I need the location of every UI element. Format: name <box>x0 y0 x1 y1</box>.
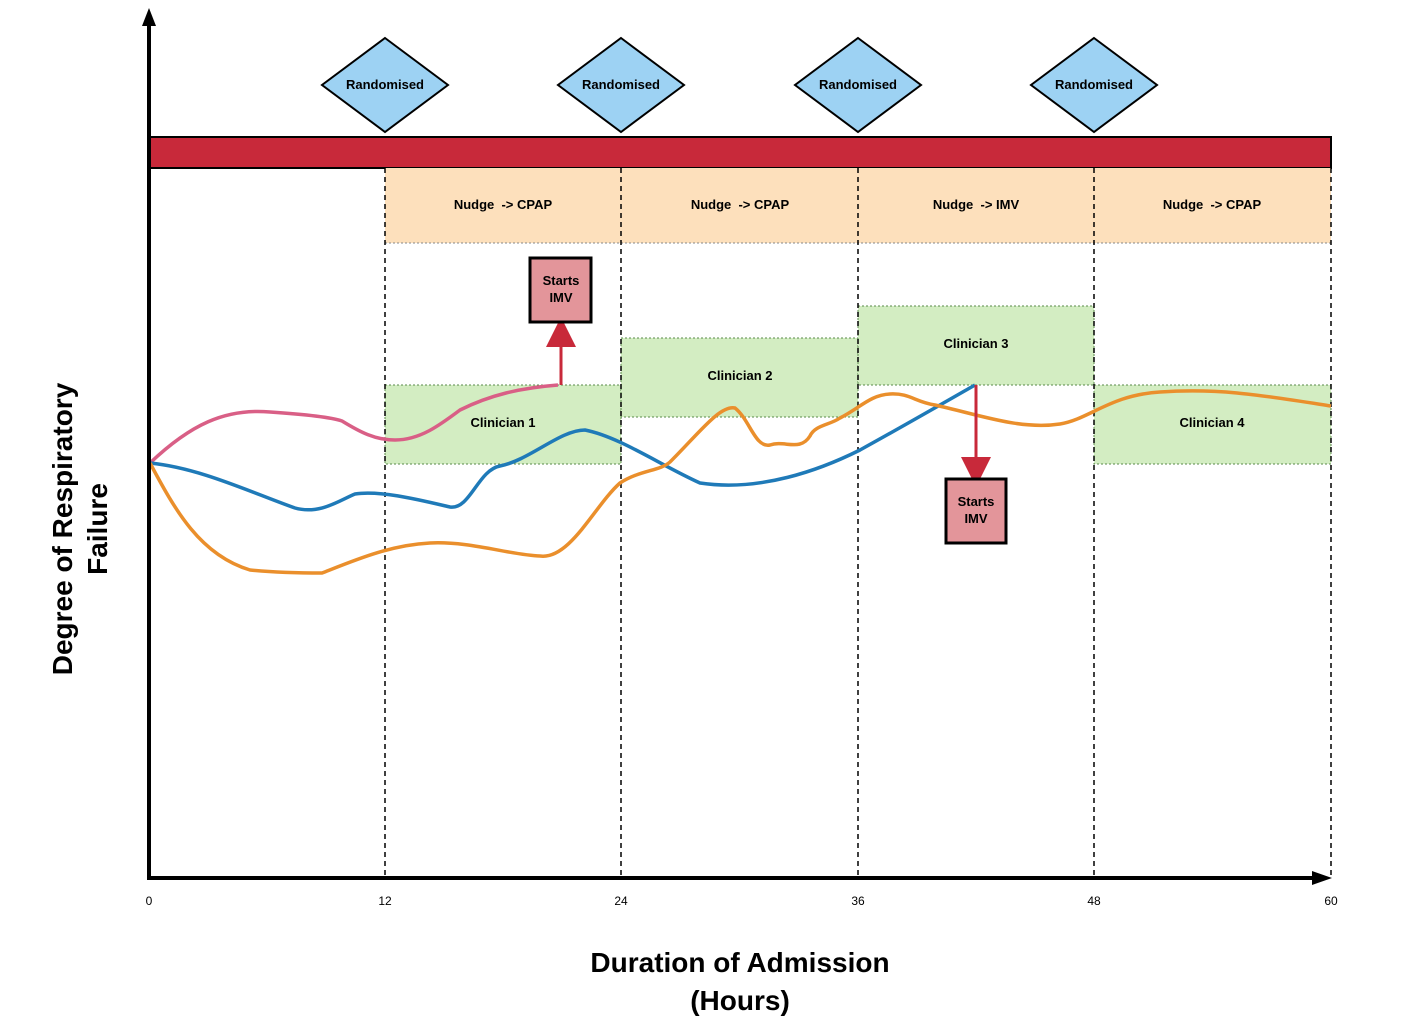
y-axis-label-line1: Degree of Respiratory <box>47 382 78 675</box>
clinician-boxes <box>384 305 1332 465</box>
x-tick-12: 12 <box>378 894 392 908</box>
blue-curve <box>149 383 976 512</box>
clinician-box-4 <box>1093 384 1332 465</box>
event-1-line2: IMV <box>549 290 572 305</box>
diamond-2 <box>556 36 686 134</box>
x-axis-arrowhead <box>1312 871 1332 885</box>
clinician-label-4: Clinician 4 <box>1179 415 1245 430</box>
nudge-box-2 <box>621 168 858 243</box>
randomised-label-1: Randomised <box>346 77 424 92</box>
randomised-label-4: Randomised <box>1055 77 1133 92</box>
randomised-diamonds <box>320 36 1159 134</box>
event-1-line1: Starts <box>543 273 580 288</box>
clinician-label-1: Clinician 1 <box>470 415 535 430</box>
vertical-dashed-lines <box>384 168 1332 878</box>
orange-curve <box>148 389 1332 575</box>
randomised-label-3: Randomised <box>819 77 897 92</box>
clinician-label-2: Clinician 2 <box>707 368 772 383</box>
event-box-2 <box>944 477 1008 545</box>
x-tick-labels: 0 12 24 36 48 60 <box>146 894 1338 908</box>
x-tick-0: 0 <box>146 894 153 908</box>
y-axis-label-line2: Failure <box>82 483 113 575</box>
nudge-label-4: Nudge -> CPAP <box>1163 197 1262 212</box>
x-tick-48: 48 <box>1087 894 1101 908</box>
event-box-1 <box>528 256 593 324</box>
axes <box>142 8 1332 885</box>
x-axis-label-line2: (Hours) <box>690 985 790 1016</box>
x-tick-36: 36 <box>851 894 865 908</box>
diamond-3 <box>793 36 923 134</box>
pink-curve <box>148 383 559 465</box>
y-axis-arrowhead <box>142 8 156 26</box>
x-tick-24: 24 <box>614 894 628 908</box>
nudge-box-3 <box>858 168 1094 243</box>
clinician-box-3 <box>857 305 1095 386</box>
nudge-label-2: Nudge -> CPAP <box>691 197 790 212</box>
x-axis-label-line1: Duration of Admission <box>590 947 889 978</box>
x-tick-60: 60 <box>1324 894 1338 908</box>
red-bar <box>148 136 1332 169</box>
event-2-line1: Starts <box>958 494 995 509</box>
diamond-1 <box>320 36 450 134</box>
nudge-box-4 <box>1094 168 1331 243</box>
clinician-label-3: Clinician 3 <box>943 336 1008 351</box>
event-2-line2: IMV <box>964 511 987 526</box>
diamond-4 <box>1029 36 1159 134</box>
nudge-label-3: Nudge -> IMV <box>933 197 1020 212</box>
nudge-label-1: Nudge -> CPAP <box>454 197 553 212</box>
nudge-box-1 <box>385 168 621 243</box>
randomised-label-2: Randomised <box>582 77 660 92</box>
